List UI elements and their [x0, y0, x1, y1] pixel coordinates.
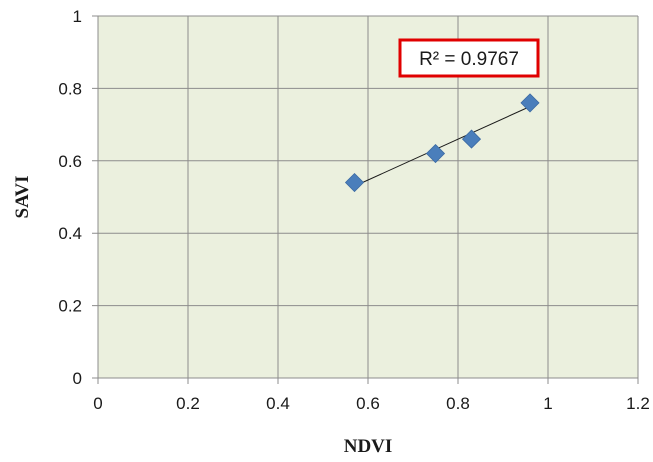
x-tick-label: 1.2 — [626, 394, 650, 413]
data-points — [344, 93, 540, 193]
data-point — [344, 172, 365, 193]
y-tick-label: 0.4 — [58, 224, 82, 243]
x-tick-label: 0.4 — [266, 394, 290, 413]
x-tick-label: 1 — [543, 394, 552, 413]
x-tick-label: 0.6 — [356, 394, 380, 413]
y-axis-tick-labels: 0 0.2 0.4 0.6 0.8 1 — [58, 7, 82, 388]
data-point — [461, 129, 482, 149]
y-tick-label: 0.2 — [58, 297, 82, 316]
y-tick-label: 0 — [73, 369, 82, 388]
x-tick-label: 0.8 — [446, 394, 470, 413]
x-tick-label: 0.2 — [176, 394, 200, 413]
data-point — [425, 143, 446, 164]
x-axis-title: NDVI — [344, 436, 393, 457]
y-axis-title: SAVI — [12, 176, 33, 219]
r-squared-annotation: R² = 0.9767 — [398, 38, 540, 78]
grid-lines — [92, 15, 639, 384]
trendline — [354, 106, 531, 187]
annotation-box — [398, 38, 540, 78]
x-tick-label: 0 — [93, 394, 102, 413]
annotation-text: R² = 0.9767 — [419, 49, 519, 70]
y-tick-label: 0.6 — [58, 152, 82, 171]
y-tick-label: 1 — [73, 7, 82, 26]
y-tick-label: 0.8 — [58, 79, 82, 98]
x-axis-tick-labels: 0 0.2 0.4 0.6 0.8 1 1.2 — [93, 394, 650, 413]
data-point — [520, 93, 540, 113]
